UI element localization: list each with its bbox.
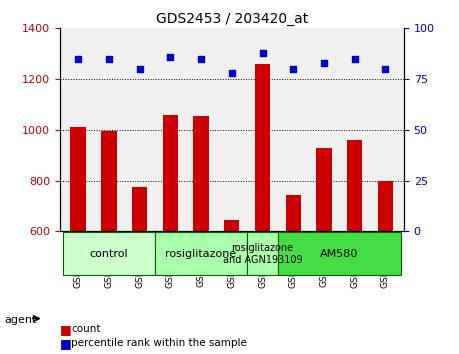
Point bbox=[320, 60, 328, 66]
Text: control: control bbox=[90, 249, 128, 259]
Point bbox=[167, 54, 174, 59]
Bar bbox=[316, 148, 332, 232]
Bar bbox=[224, 220, 240, 232]
FancyBboxPatch shape bbox=[63, 232, 155, 275]
Bar bbox=[285, 195, 301, 232]
Text: rosiglitazone
and AGN193109: rosiglitazone and AGN193109 bbox=[223, 243, 302, 264]
Bar bbox=[378, 181, 393, 232]
Bar bbox=[347, 140, 363, 232]
Text: percentile rank within the sample: percentile rank within the sample bbox=[71, 338, 247, 348]
Text: ■: ■ bbox=[60, 337, 72, 350]
Point bbox=[105, 56, 112, 62]
Point bbox=[136, 66, 143, 72]
Point bbox=[197, 56, 205, 62]
FancyBboxPatch shape bbox=[155, 232, 247, 275]
FancyBboxPatch shape bbox=[247, 232, 278, 275]
Point bbox=[228, 70, 235, 76]
Text: rosiglitazone: rosiglitazone bbox=[165, 249, 237, 259]
Text: count: count bbox=[71, 324, 101, 334]
Bar bbox=[132, 187, 147, 232]
Text: agent: agent bbox=[5, 315, 37, 325]
Bar bbox=[162, 115, 178, 232]
Bar bbox=[255, 64, 270, 232]
Text: ■: ■ bbox=[60, 323, 72, 336]
Bar bbox=[101, 131, 117, 232]
FancyBboxPatch shape bbox=[278, 232, 401, 275]
Point bbox=[74, 56, 82, 62]
Point bbox=[259, 50, 266, 56]
Point bbox=[351, 56, 358, 62]
Point bbox=[290, 66, 297, 72]
Bar bbox=[193, 116, 209, 232]
Bar bbox=[70, 127, 86, 232]
Text: AM580: AM580 bbox=[320, 249, 358, 259]
Point bbox=[382, 66, 389, 72]
Title: GDS2453 / 203420_at: GDS2453 / 203420_at bbox=[156, 12, 308, 26]
